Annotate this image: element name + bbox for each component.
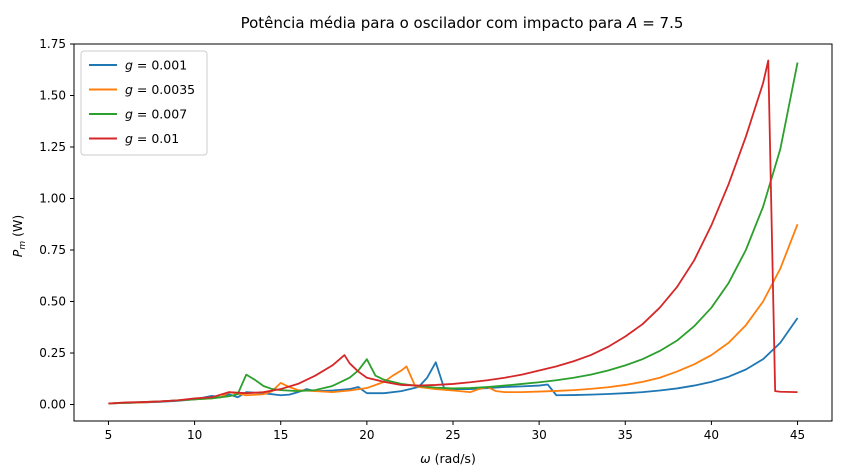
y-axis-label: Pm (W) <box>10 215 28 257</box>
legend-box <box>80 50 208 156</box>
legend-label-2: g = 0.007 <box>125 107 187 122</box>
series-line-3 <box>108 59 798 405</box>
x-axis-label: ω (rad/s) <box>420 451 476 466</box>
legend: g = 0.001 g = 0.0035 g = 0.007 g = 0.01 <box>80 50 208 156</box>
series-layer <box>108 59 799 405</box>
legend-label-0: g = 0.001 <box>125 58 187 73</box>
x-tick-label: 40 <box>704 428 719 442</box>
legend-label-3: g = 0.01 <box>125 131 179 146</box>
x-axis-ticks: 5 10 15 20 25 30 35 40 45 <box>105 421 805 442</box>
y-tick-label: 0.75 <box>39 243 66 257</box>
y-tick-label: 0.50 <box>39 295 66 309</box>
y-tick-label: 1.25 <box>39 140 66 154</box>
x-tick-label: 5 <box>105 428 113 442</box>
y-tick-label: 1.50 <box>39 89 66 103</box>
y-tick-label: 0.25 <box>39 346 66 360</box>
series-line-0 <box>108 317 799 405</box>
chart-title: Potência média para o oscilador com impa… <box>241 14 684 32</box>
x-tick-label: 10 <box>187 428 202 442</box>
x-tick-label: 35 <box>618 428 633 442</box>
x-tick-label: 45 <box>790 428 805 442</box>
x-tick-label: 25 <box>445 428 460 442</box>
x-tick-label: 20 <box>359 428 374 442</box>
x-tick-label: 30 <box>531 428 546 442</box>
legend-label-1: g = 0.0035 <box>125 82 195 97</box>
y-axis-ticks: 0.00 0.25 0.50 0.75 1.00 1.25 1.50 1.75 <box>39 37 74 412</box>
y-tick-label: 1.75 <box>39 37 66 51</box>
y-tick-label: 0.00 <box>39 398 66 412</box>
y-tick-label: 1.00 <box>39 192 66 206</box>
plot-area: 5 10 15 20 25 30 35 40 45 0.00 0.25 0.50 0.75 1.00 1.… <box>39 37 833 442</box>
x-tick-label: 15 <box>273 428 288 442</box>
